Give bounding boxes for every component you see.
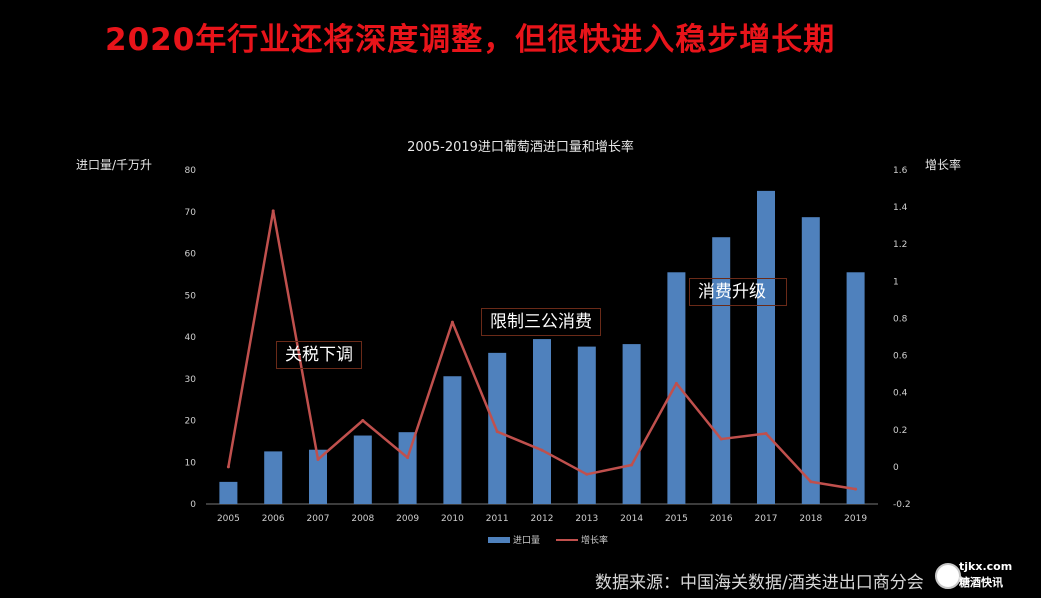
bar-import-volume	[264, 451, 283, 504]
bar-import-volume	[353, 435, 372, 504]
watermark-domain: tjkx.com	[959, 560, 1013, 573]
left-tick-label: 50	[185, 291, 197, 301]
right-tick-label: 0.2	[893, 426, 907, 436]
left-tick-label: 80	[185, 166, 197, 176]
growth-rate-point	[226, 465, 230, 469]
x-tick-label: 2017	[755, 514, 778, 524]
growth-rate-point	[630, 463, 634, 467]
left-tick-label: 20	[185, 417, 197, 427]
bar-import-volume	[846, 272, 865, 504]
bar-import-volume	[801, 217, 820, 505]
bar-import-volume	[443, 376, 462, 504]
bar-import-volume	[533, 339, 551, 504]
x-tick-label: 2013	[575, 514, 598, 524]
x-tick-label: 2007	[307, 514, 330, 524]
chart-title: 2005-2019进口葡萄酒进口量和增长率	[407, 140, 634, 155]
annotation-spending-limit: 限制三公消费	[481, 308, 601, 336]
legend-label-growth-rate: 增长率	[581, 534, 608, 546]
legend-label-import-volume: 进口量	[513, 535, 540, 546]
x-tick-label: 2008	[351, 514, 374, 524]
x-tick-label: 2014	[620, 514, 643, 524]
right-tick-label: -0.2	[893, 500, 911, 510]
left-tick-label: 70	[185, 208, 197, 218]
left-axis-title: 进口量/千万升	[76, 158, 153, 172]
growth-rate-point	[495, 430, 499, 434]
watermark-icon	[935, 563, 961, 589]
x-tick-label: 2009	[396, 514, 419, 524]
x-tick-label: 2018	[799, 514, 822, 524]
x-tick-label: 2012	[531, 514, 554, 524]
watermark-logo: tjkx.com 糖酒快讯	[935, 560, 1015, 590]
legend-swatch-import-volume	[488, 537, 510, 543]
growth-rate-point	[719, 437, 723, 441]
x-tick-label: 2005	[217, 514, 240, 524]
x-tick-label: 2011	[486, 514, 509, 524]
watermark-name: 糖酒快讯	[959, 576, 1003, 589]
headline: 2020年行业还将深度调整，但很快进入稳步增长期	[105, 22, 836, 58]
right-tick-label: 1.6	[893, 166, 908, 176]
annotation-consumption-upgrade: 消费升级	[689, 278, 787, 306]
right-tick-label: 0.8	[893, 314, 908, 324]
right-tick-label: 1	[893, 277, 899, 287]
bar-import-volume	[309, 449, 327, 504]
growth-rate-point	[450, 320, 454, 324]
growth-rate-point	[316, 457, 320, 461]
growth-rate-point	[540, 448, 544, 452]
right-axis-title: 增长率	[925, 158, 962, 172]
x-tick-label: 2016	[710, 514, 733, 524]
growth-rate-point	[585, 472, 589, 476]
bar-import-volume	[577, 346, 596, 504]
right-tick-label: 0.6	[893, 352, 908, 362]
x-tick-label: 2019	[844, 514, 867, 524]
bar-import-volume	[667, 272, 686, 504]
data-source: 数据来源：中国海关数据/酒类进出口商分会	[595, 573, 924, 593]
x-tick-label: 2010	[441, 514, 464, 524]
growth-rate-point	[674, 381, 678, 385]
growth-rate-point	[764, 431, 768, 435]
left-tick-label: 10	[185, 458, 197, 468]
growth-rate-point	[854, 487, 858, 491]
x-tick-label: 2006	[262, 514, 285, 524]
bar-import-volume	[622, 344, 641, 504]
bar-import-volume	[398, 432, 417, 504]
growth-rate-point	[406, 456, 410, 460]
bar-import-volume	[757, 190, 775, 504]
right-tick-label: 0	[893, 463, 899, 473]
left-tick-label: 40	[185, 333, 197, 343]
x-tick-label: 2015	[665, 514, 688, 524]
left-tick-label: 30	[185, 375, 197, 385]
bar-import-volume	[219, 481, 238, 504]
right-tick-label: 1.2	[893, 240, 907, 250]
right-tick-label: 1.4	[893, 203, 908, 213]
growth-rate-point	[271, 209, 275, 213]
growth-rate-point	[361, 419, 365, 422]
growth-rate-point	[809, 480, 813, 484]
right-tick-label: 0.4	[893, 389, 908, 399]
left-tick-label: 0	[190, 500, 196, 510]
annotation-tariff-cut: 关税下调	[276, 341, 362, 369]
left-tick-label: 60	[185, 250, 197, 260]
